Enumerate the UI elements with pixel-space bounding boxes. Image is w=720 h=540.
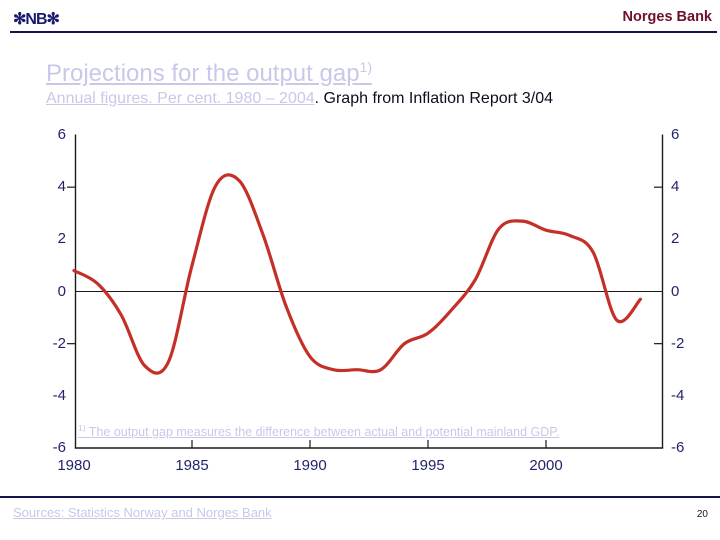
x-axis-label: 1985	[175, 457, 209, 474]
tick-marks	[67, 186, 662, 448]
x-axis-label: 1980	[57, 457, 91, 474]
y-axis-label-right: -4	[671, 386, 685, 404]
y-axis-label-left: 4	[57, 178, 66, 196]
y-axis-label-left: 2	[57, 230, 66, 248]
y-axis-label-right: 6	[671, 126, 680, 143]
page-subtitle: Annual figures. Per cent. 1980 – 2004. G…	[46, 90, 553, 108]
subtitle-plain: . Graph from Inflation Report 3/04	[314, 90, 553, 107]
output-gap-line	[72, 173, 642, 375]
chart-footnote: 1) The output gap measures the differenc…	[78, 423, 658, 439]
page-title-footnote-ref: 1)	[359, 59, 372, 75]
x-axis-label: 1990	[293, 457, 327, 474]
sources-label: Sources: Statistics Norway and Norges Ba…	[13, 505, 272, 520]
page-number: 20	[696, 509, 708, 520]
y-axis-label-left: 6	[57, 126, 66, 143]
y-axis-label-right: -2	[671, 334, 685, 352]
bank-name-label: Norges Bank	[622, 9, 712, 25]
page-title-text: Projections for the output gap	[46, 60, 360, 87]
y-axis-label-right: 0	[671, 282, 680, 300]
x-axis-label: 2000	[529, 457, 563, 474]
footnote-ref: 1)	[78, 423, 86, 433]
norges-bank-logo: ✻NB✻	[13, 11, 60, 28]
y-axis-label-left: -2	[52, 334, 66, 352]
subtitle-highlighted: Annual figures. Per cent. 1980 – 2004	[46, 90, 315, 107]
y-axis-label-left: 0	[57, 282, 66, 300]
y-axis-label-right: 4	[671, 178, 680, 196]
page-title: Projections for the output gap1)	[46, 59, 372, 88]
x-axis-label: 1995	[411, 457, 445, 474]
y-axis-label-right: -6	[671, 438, 685, 456]
y-axis-label-left: -6	[52, 438, 66, 456]
y-axis-label-left: -4	[52, 386, 66, 404]
footer-divider	[0, 496, 720, 498]
header-divider	[10, 31, 717, 33]
y-axis-label-right: 2	[671, 230, 680, 248]
footnote-text: The output gap measures the difference b…	[85, 425, 560, 440]
